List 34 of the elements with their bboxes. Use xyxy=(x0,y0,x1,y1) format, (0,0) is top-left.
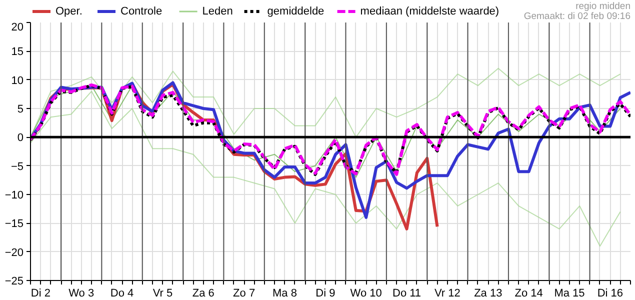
legend-label: Leden xyxy=(202,6,233,18)
x-tick-label: Do 4 xyxy=(110,288,134,300)
y-tick-label: 10 xyxy=(11,74,24,87)
x-tick-label: Di 16 xyxy=(597,288,624,300)
y-tick-label: −10 xyxy=(4,190,24,202)
y-tick-label: −20 xyxy=(4,246,24,259)
legend-label: Controle xyxy=(120,6,162,18)
x-tick-label: Vr 5 xyxy=(152,288,173,300)
y-tick-label: −15 xyxy=(4,218,24,230)
line-series xyxy=(30,68,621,138)
x-tick-label: Za 13 xyxy=(474,288,502,300)
x-tick-label: Di 9 xyxy=(316,288,336,300)
y-tick-label: −25 xyxy=(4,276,24,288)
y-tick-label: 20 xyxy=(11,22,24,34)
y-tick-label: 5 xyxy=(17,104,24,116)
line-series xyxy=(30,90,621,247)
text: regio midden xyxy=(576,1,630,12)
y-tick-label: 0 xyxy=(17,132,24,144)
y-tick-label: 15 xyxy=(11,46,24,58)
x-tick-label: Zo 14 xyxy=(514,288,543,300)
x-tick-label: Ma 15 xyxy=(554,288,585,300)
x-tick-label: Zo 7 xyxy=(233,288,256,300)
legend-label: Oper. xyxy=(56,6,82,18)
text: Gemaakt: di 02 feb 09:16 xyxy=(524,11,631,22)
x-tick-label: Wo 3 xyxy=(68,288,94,300)
x-tick-label: Di 2 xyxy=(30,288,50,300)
y-tick-label: −5 xyxy=(10,160,24,173)
x-tick-label: Vr 12 xyxy=(434,288,460,300)
legend-label: mediaan (middelste waarde) xyxy=(360,6,500,18)
legend-label: gemiddelde xyxy=(267,6,324,18)
x-tick-label: Ma 8 xyxy=(272,288,297,300)
x-tick-label: Za 6 xyxy=(192,288,214,300)
x-tick-label: Wo 10 xyxy=(350,288,382,300)
x-tick-label: Do 11 xyxy=(392,288,422,300)
